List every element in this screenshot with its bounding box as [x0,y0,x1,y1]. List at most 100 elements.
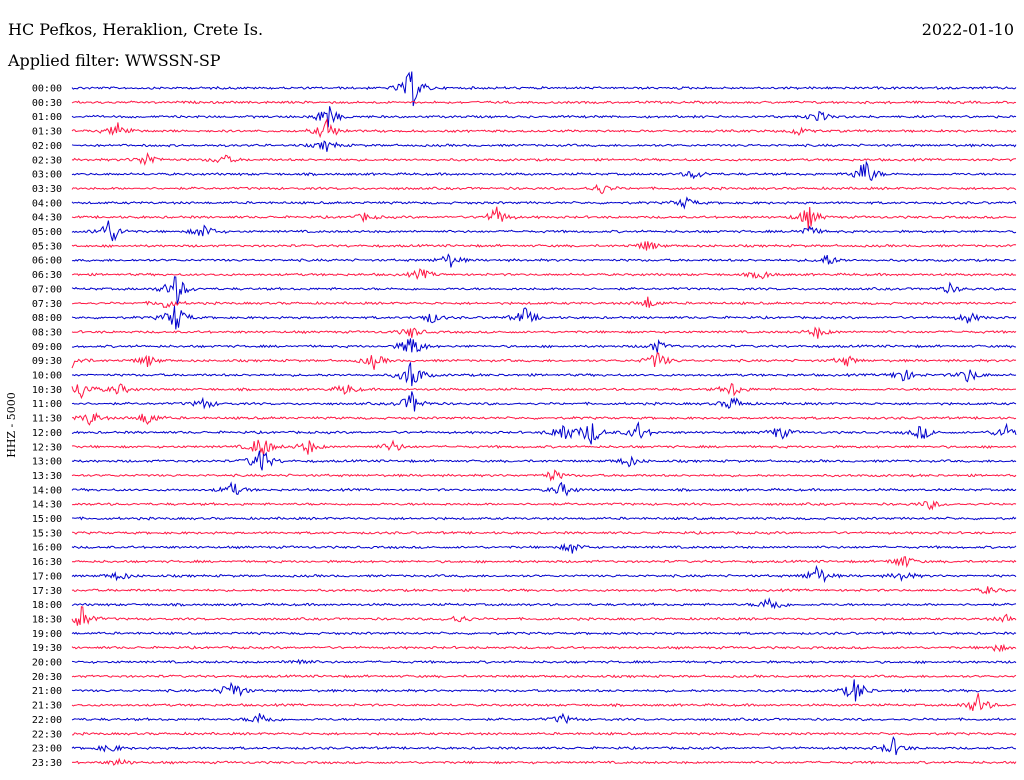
trace-line [71,450,1017,471]
trace-line [71,183,1017,195]
record-date: 2022-01-10 [921,20,1014,39]
trace-line [71,757,1017,766]
trace-line [71,296,1017,309]
trace-line [71,530,1016,535]
trace-line [71,71,1017,107]
trace-line [71,658,1017,665]
time-label: 10:30 [32,385,62,396]
time-label: 23:30 [32,758,62,769]
time-label: 15:00 [32,514,62,525]
time-label: 21:30 [32,701,62,712]
time-label: 11:30 [32,414,62,425]
trace-line [71,152,1017,166]
time-label: 03:00 [32,170,62,181]
trace-line [71,106,1017,128]
trace-line [71,241,1017,251]
time-label: 12:30 [32,442,62,453]
time-label: 15:30 [32,528,62,539]
trace-line [71,140,1017,152]
trace-line [71,196,1017,210]
time-label: 03:30 [32,184,62,195]
time-label: 02:30 [32,155,62,166]
trace-line [71,556,1017,569]
trace-line [71,481,1017,497]
trace-line [71,693,1016,712]
time-label: 05:30 [32,241,62,252]
trace-lines [71,71,1017,766]
time-label: 04:30 [32,213,62,224]
time-label: 20:30 [32,672,62,683]
trace-line [71,643,1017,653]
trace-line [71,606,1017,626]
trace-line [71,362,1017,387]
time-label: 07:30 [32,299,62,310]
time-label: 06:30 [32,270,62,281]
time-label: 01:30 [32,127,62,138]
time-label: 22:30 [32,729,62,740]
trace-line [71,412,1017,426]
trace-line [71,674,1017,679]
trace-line [71,268,1017,280]
trace-line [71,391,1017,412]
trace-line [71,712,1016,725]
time-label: 08:00 [32,313,62,324]
trace-line [71,253,1017,268]
trace-line [71,305,1017,330]
trace-line [71,564,1017,584]
time-label: 16:00 [32,543,62,554]
time-label: 00:30 [32,98,62,109]
time-label: 17:30 [32,586,62,597]
trace-line [71,206,1017,230]
time-label: 04:00 [32,198,62,209]
time-label: 02:00 [32,141,62,152]
time-label: 14:00 [32,485,62,496]
trace-line [71,500,1017,511]
trace-line [71,338,1017,353]
time-label: 23:00 [32,744,62,755]
time-label: 09:00 [32,342,62,353]
trace-line [71,100,1017,105]
time-label: 14:30 [32,500,62,511]
trace-line [71,469,1017,482]
time-label: 11:00 [32,399,62,410]
trace-line [71,382,1017,400]
trace-line [72,731,1017,736]
trace-line [71,220,1017,242]
time-label: 17:00 [32,571,62,582]
y-axis-label: HHZ - 5000 [5,392,18,458]
time-label: 13:00 [32,457,62,468]
time-label: 19:30 [32,643,62,654]
time-label: 18:00 [32,600,62,611]
trace-line [71,276,1017,305]
time-label: 10:00 [32,371,62,382]
time-labels: 00:00 00:30 01:00 01:30 02:00 02:30 03:00 03:30… [32,84,62,769]
time-label: 21:00 [32,686,62,697]
time-label: 16:30 [32,557,62,568]
trace-line [71,586,1017,595]
time-label: 05:00 [32,227,62,238]
time-label: 00:00 [32,84,62,95]
time-label: 09:30 [32,356,62,367]
trace-line [71,631,1017,636]
trace-line [72,516,1017,521]
time-label: 19:00 [32,629,62,640]
trace-line [71,542,1017,554]
time-label: 13:30 [32,471,62,482]
trace-line [71,352,1017,370]
station-title: HC Pefkos, Heraklion, Crete Is. [8,20,264,39]
time-label: 01:00 [32,112,62,123]
trace-line [71,326,1017,339]
trace-line [71,421,1017,445]
trace-line [71,679,1017,702]
time-label: 06:00 [32,256,62,267]
time-label: 08:30 [32,327,62,338]
trace-line [71,439,1017,456]
trace-line [71,160,1017,181]
time-label: 22:00 [32,715,62,726]
time-label: 18:30 [32,614,62,625]
trace-line [71,117,1017,139]
time-label: 20:00 [32,658,62,669]
time-label: 12:00 [32,428,62,439]
time-label: 07:00 [32,284,62,295]
